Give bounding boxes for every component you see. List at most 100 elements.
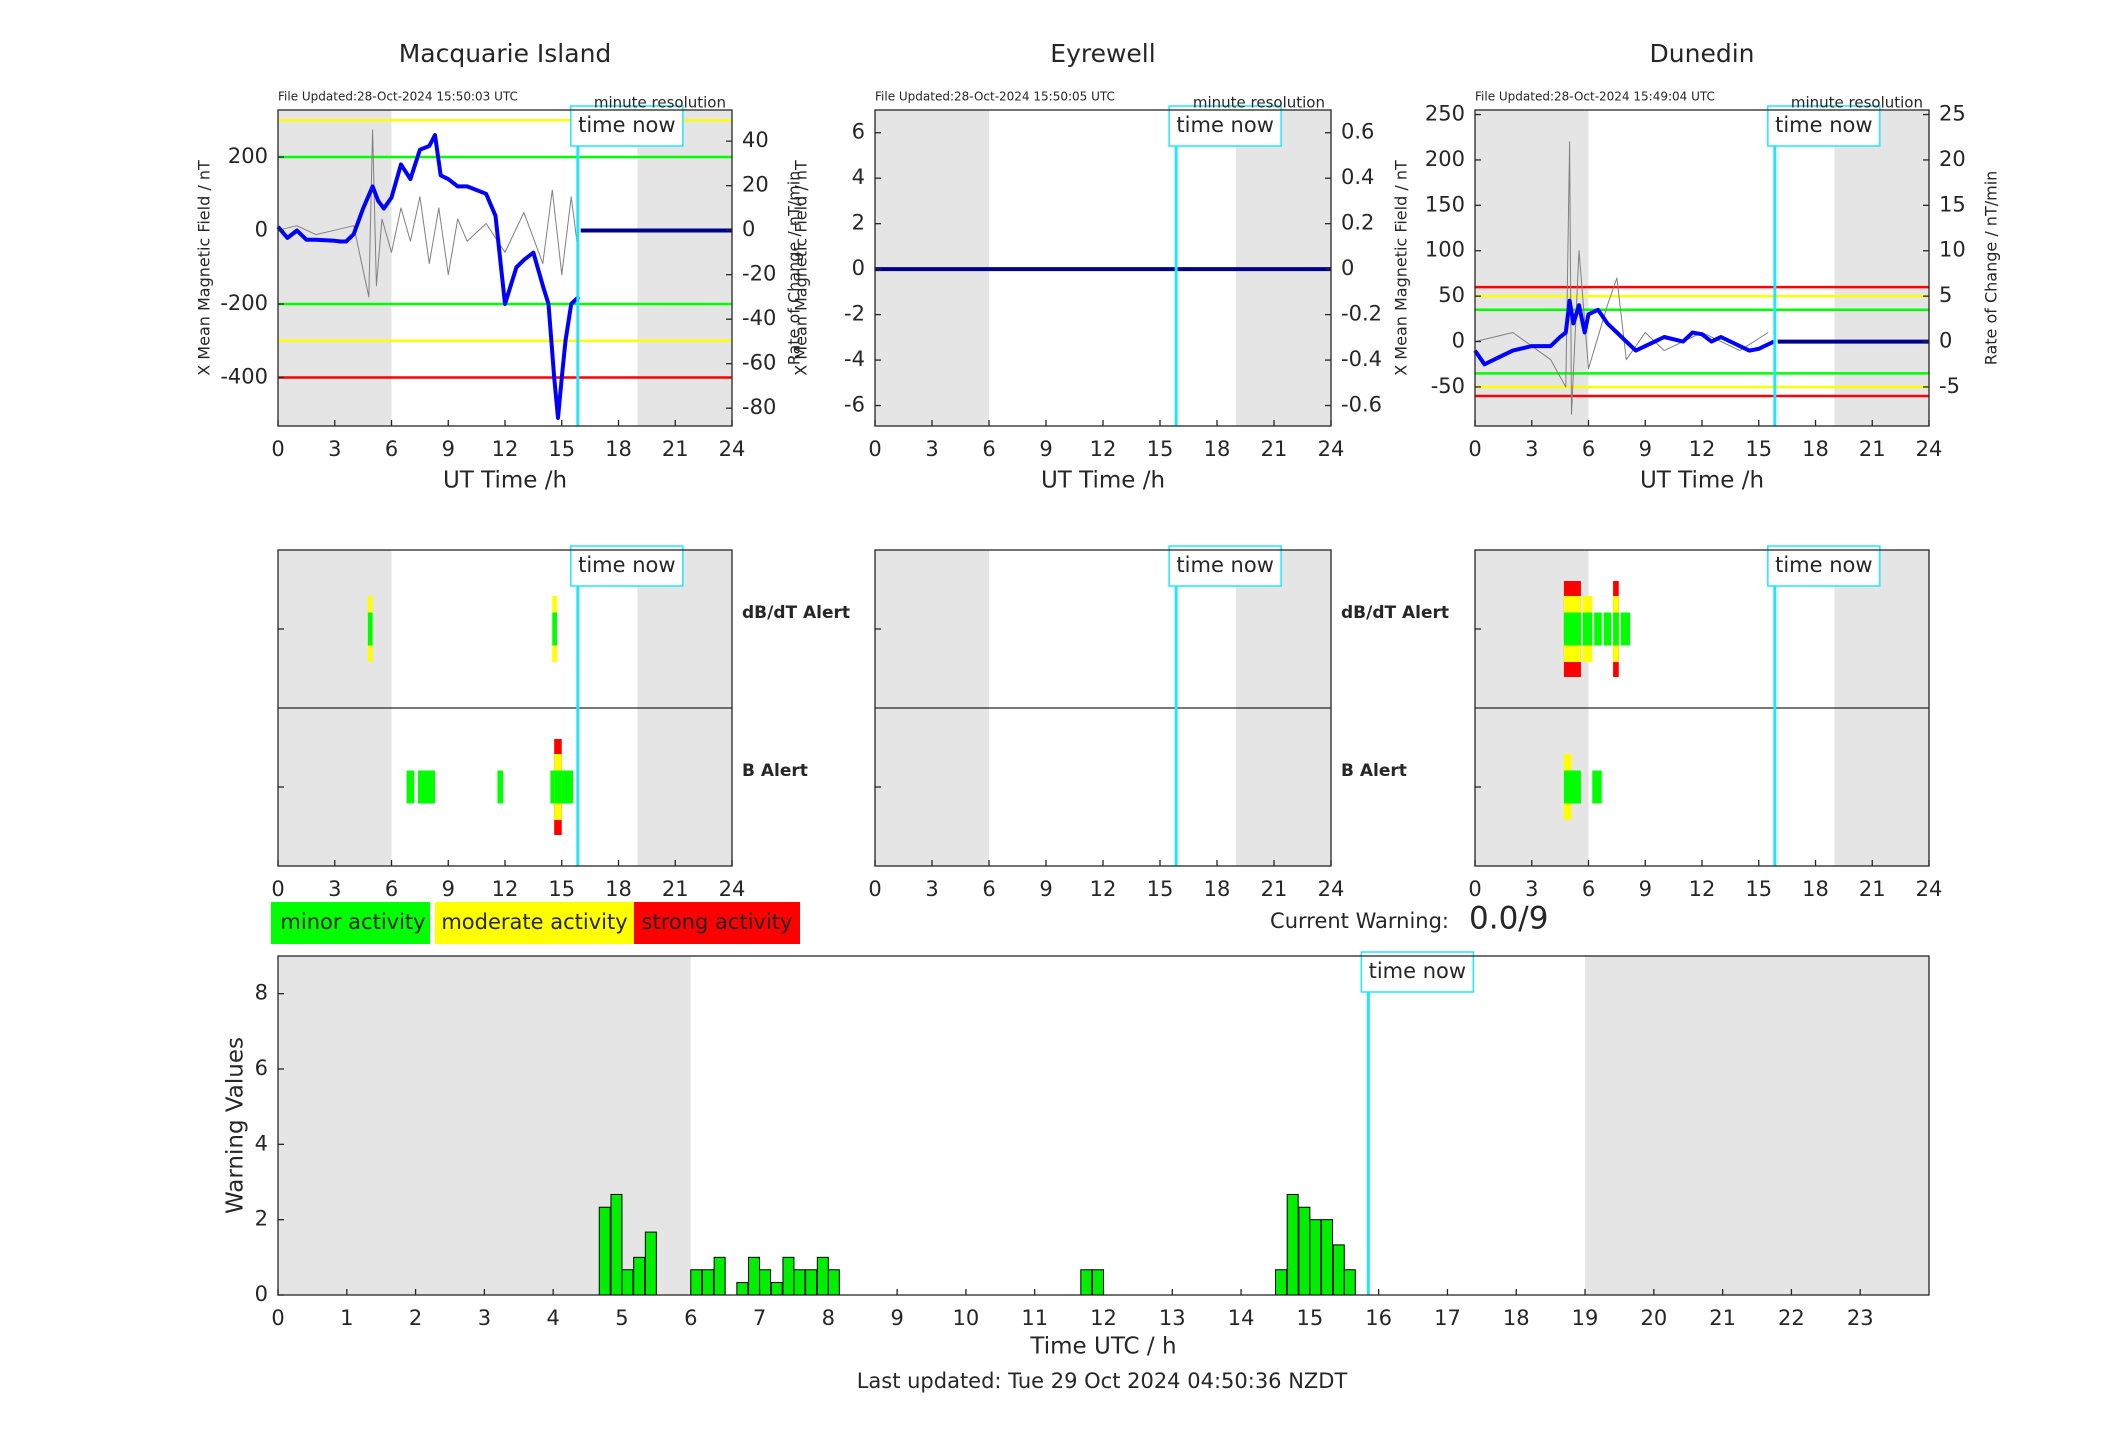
legend-swatch (435, 902, 634, 944)
x-tick-label: 18 (1802, 877, 1829, 901)
x-tick-label: 9 (442, 877, 455, 901)
data-line (1473, 298, 1775, 367)
time-now-label: time now (1176, 553, 1273, 577)
alert-cell (1620, 612, 1631, 646)
x-tick-label: 6 (982, 877, 995, 901)
alert-cell (1613, 581, 1619, 677)
x-tick-label: 12 (492, 437, 519, 461)
x-tick-label: 3 (478, 1306, 491, 1330)
x-tick-label: 0 (1468, 437, 1481, 461)
x-tick-label: 7 (753, 1306, 766, 1330)
x-tick-label: 0 (1468, 877, 1481, 901)
x-tick-label: 21 (1859, 877, 1886, 901)
current-warning-value: 0.0/9 (1469, 901, 1548, 937)
y2-tick-label: 5 (1939, 283, 1952, 307)
x-tick-label: 10 (953, 1306, 980, 1330)
alert-cell (1594, 612, 1602, 646)
x-tick-label: 24 (1318, 877, 1345, 901)
chart-title: Eyrewell (1050, 39, 1155, 68)
y-tick-label: 50 (1438, 283, 1465, 307)
legend-label: moderate activity (441, 910, 627, 934)
x-axis-label: UT Time /h (1041, 468, 1165, 494)
y-tick-label: -4 (844, 347, 865, 371)
y2-axis-label: Rate of Change / nT/min (1982, 171, 2001, 366)
file-updated: File Updated:28-Oct-2024 15:49:04 UTC (1475, 90, 1715, 104)
alert-cell (550, 770, 555, 804)
x-tick-label: 6 (684, 1306, 697, 1330)
bar (1091, 1269, 1104, 1296)
alert-cell (1582, 596, 1593, 662)
x-tick-label: 13 (1159, 1306, 1186, 1330)
y2-tick-label: 0.6 (1341, 120, 1374, 144)
y2-tick-label: 40 (742, 128, 769, 152)
x-tick-label: 6 (982, 437, 995, 461)
resolution: minute resolution (1791, 94, 1923, 112)
x-tick-label: 21 (1261, 437, 1288, 461)
x-tick-label: 21 (662, 437, 689, 461)
time-now-label: time now (1775, 113, 1872, 137)
bar (793, 1269, 806, 1296)
x-tick-label: 3 (1525, 437, 1538, 461)
y-tick-label: 200 (1425, 147, 1465, 171)
y-tick-label: 0 (255, 218, 268, 242)
bar (1286, 1193, 1299, 1296)
time-now-label: time now (1369, 959, 1466, 983)
x-tick-label: 16 (1365, 1306, 1392, 1330)
night-shade (278, 110, 392, 426)
bar (633, 1256, 646, 1296)
bar (1298, 1206, 1311, 1296)
x-tick-label: 8 (822, 1306, 835, 1330)
legend-swatch (271, 902, 430, 944)
y-tick-label: 0 (1452, 329, 1465, 353)
x-tick-label: 23 (1847, 1306, 1874, 1330)
y2-tick-label: 0 (1341, 256, 1354, 280)
y2-tick-label: 20 (742, 173, 769, 197)
y-tick-label: -50 (1431, 374, 1465, 398)
file-updated: File Updated:28-Oct-2024 15:50:03 UTC (278, 90, 518, 104)
time-now-box (1767, 105, 1881, 147)
alert-level (1582, 612, 1593, 646)
time-now-box (570, 545, 684, 587)
resolution: minute resolution (594, 94, 726, 112)
bar (827, 1269, 840, 1296)
bar (1309, 1219, 1322, 1296)
x-tick-label: 21 (1709, 1306, 1736, 1330)
y-tick-label: -200 (220, 291, 268, 315)
x-tick-label: 1 (340, 1306, 353, 1330)
x-axis-label: Time UTC / h (1029, 1334, 1176, 1360)
x-tick-label: 0 (271, 877, 284, 901)
alert-level (1571, 770, 1581, 804)
x-tick-label: 24 (719, 437, 746, 461)
row-label: B Alert (1341, 761, 1407, 781)
y-tick-label: -400 (220, 364, 268, 388)
x-tick-label: 20 (1640, 1306, 1667, 1330)
x-tick-label: 18 (1204, 437, 1231, 461)
footer: Last updated: Tue 29 Oct 2024 04:50:36 N… (857, 1369, 1348, 1393)
resolution: minute resolution (1193, 94, 1325, 112)
alert-level (406, 770, 415, 804)
bar (748, 1256, 761, 1296)
y-tick-label: -2 (844, 302, 865, 326)
alert-level (1613, 612, 1619, 646)
x-axis-label: UT Time /h (1640, 468, 1764, 494)
y2-tick-label: -40 (742, 306, 776, 330)
x-tick-label: 9 (890, 1306, 903, 1330)
x-tick-label: 19 (1572, 1306, 1599, 1330)
time-now-label: time now (1176, 113, 1273, 137)
x-tick-label: 12 (1090, 437, 1117, 461)
data-line (277, 129, 578, 298)
x-tick-label: 0 (868, 877, 881, 901)
alert-level (1563, 770, 1572, 804)
bar (782, 1256, 795, 1296)
alert-level (561, 770, 574, 804)
y2-tick-label: 20 (1939, 147, 1966, 171)
bar (816, 1256, 829, 1296)
y-tick-label: 200 (228, 144, 268, 168)
x-tick-label: 24 (1916, 437, 1943, 461)
alert-level (1563, 612, 1581, 646)
x-tick-label: 0 (868, 437, 881, 461)
alert-level (554, 770, 562, 804)
bar (644, 1231, 657, 1296)
chart-title: Macquarie Island (399, 39, 612, 68)
